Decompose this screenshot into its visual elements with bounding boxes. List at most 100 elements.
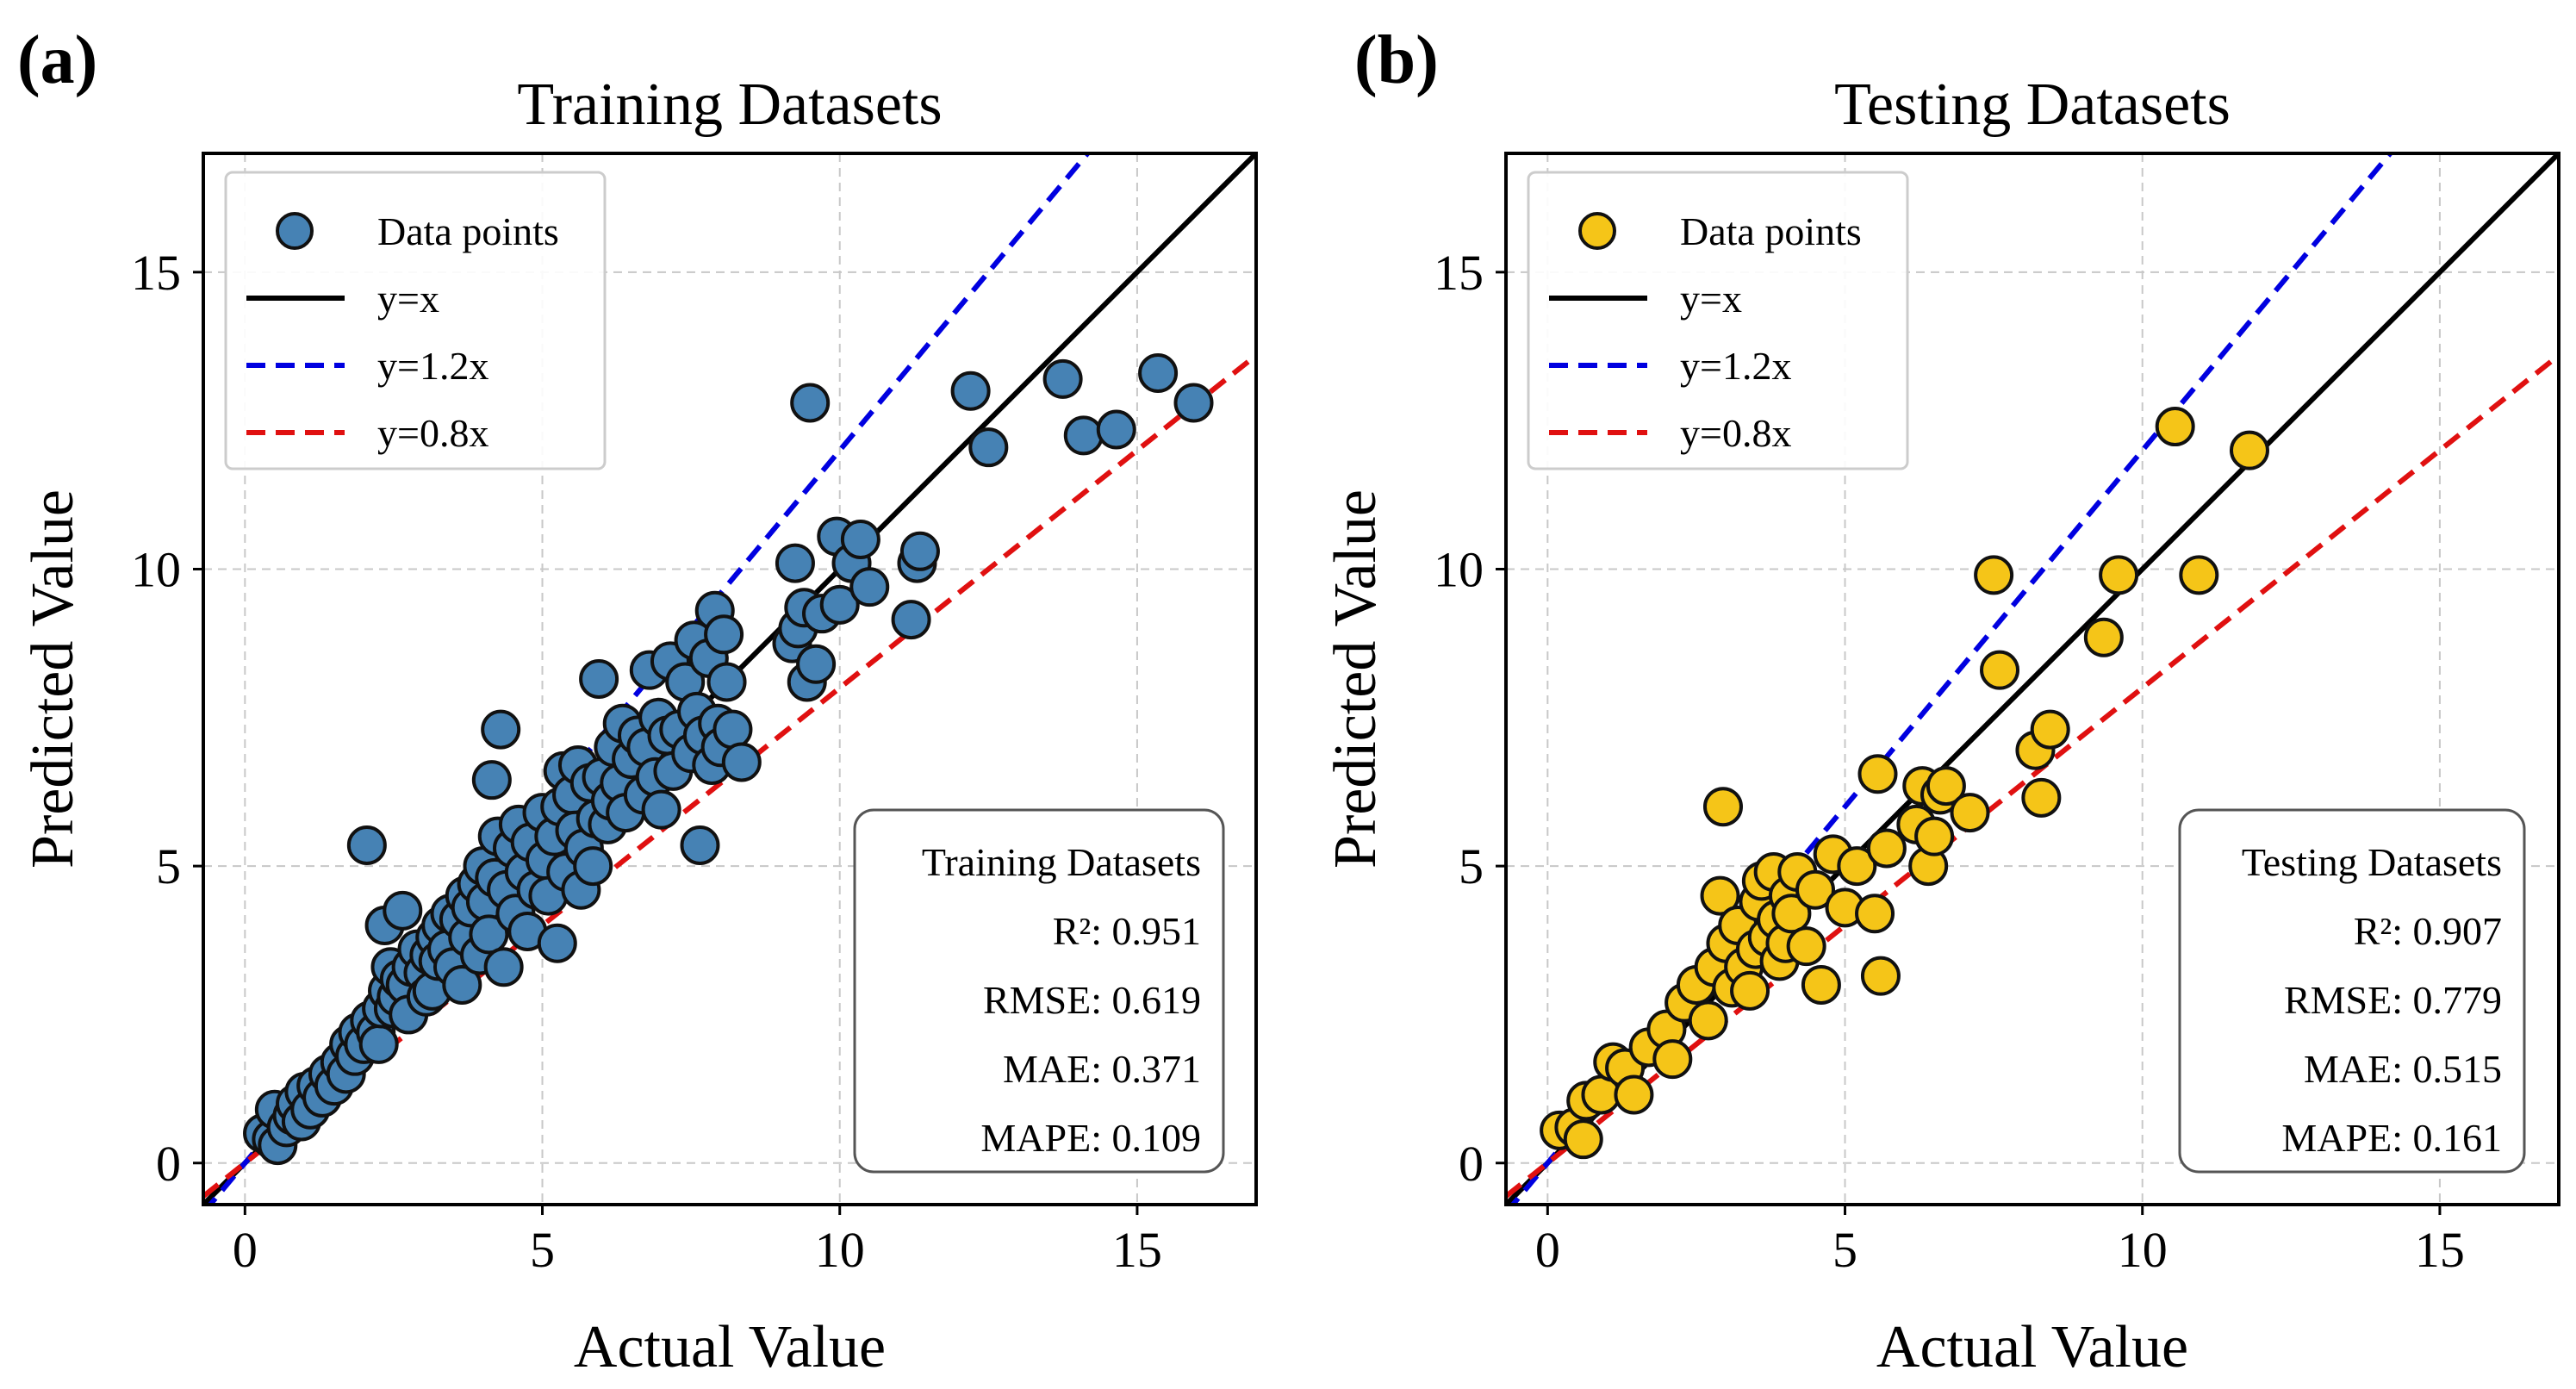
data-point <box>1730 970 1770 1011</box>
legend-marker-icon <box>276 212 314 250</box>
data-point <box>641 789 681 830</box>
plot-frame <box>1504 152 2560 1206</box>
data-point <box>1173 383 1214 423</box>
data-point <box>849 567 890 607</box>
data-point <box>1702 787 1743 827</box>
data-point <box>1837 846 1877 887</box>
data-point <box>891 600 931 640</box>
stats-line: R²: 0.907 <box>2354 909 2502 953</box>
y-axis-label: Predicted Value <box>20 489 86 869</box>
stats-title: Testing Datasets <box>2242 840 2502 884</box>
data-point <box>1866 828 1907 869</box>
data-point <box>704 614 744 655</box>
stats-line: R²: 0.951 <box>1053 909 1201 953</box>
data-point <box>796 644 837 684</box>
data-points <box>1540 407 2269 1160</box>
legend: Data points y=x y=1.2x y=0.8x <box>224 171 607 470</box>
legend-box <box>224 171 607 470</box>
x-tick-label: 0 <box>233 1222 258 1278</box>
data-point <box>1614 1074 1654 1115</box>
data-point <box>680 825 720 865</box>
stats-frame <box>853 808 1225 1174</box>
stats-title: Training Datasets <box>922 840 1201 884</box>
x-axis-label: Actual Value <box>574 1314 886 1380</box>
x-tick-label: 15 <box>1112 1222 1162 1278</box>
panel-training: 0 5 10 15 0 5 10 15 Training Datasets Actual Valu… <box>17 22 1258 1380</box>
data-point <box>2099 555 2139 595</box>
data-point <box>471 760 512 800</box>
legend-label: y=0.8x <box>1680 411 1791 455</box>
y-tick-label: 5 <box>156 838 181 894</box>
legend-label: Data points <box>1680 209 1862 253</box>
data-point <box>2229 430 2269 470</box>
stats-frame <box>2178 808 2526 1174</box>
legend-box <box>1527 171 1909 470</box>
data-point <box>2030 709 2070 750</box>
x-tick-label: 10 <box>815 1222 865 1278</box>
data-point <box>469 914 509 955</box>
y-tick-label: 0 <box>1459 1136 1484 1192</box>
stats-line: MAPE: 0.109 <box>980 1116 1201 1160</box>
data-point <box>1914 816 1955 856</box>
data-point <box>819 584 860 625</box>
stats-line: MAE: 0.515 <box>2304 1047 2502 1091</box>
data-point <box>2155 407 2195 447</box>
legend: Data points y=x y=1.2x y=0.8x <box>1527 171 1909 470</box>
legend-label: y=1.2x <box>1680 344 1791 388</box>
data-point <box>899 531 940 571</box>
legend-label: y=x <box>1680 277 1742 321</box>
stats-line: MAPE: 0.161 <box>2281 1116 2502 1160</box>
y-tick-label: 10 <box>131 541 181 597</box>
legend-label: y=1.2x <box>377 344 488 388</box>
data-point <box>358 1024 399 1064</box>
data-point <box>712 709 753 750</box>
y-axis-label: Predicted Value <box>1322 489 1389 869</box>
y-tick-label: 0 <box>156 1136 181 1192</box>
stats-line: RMSE: 0.619 <box>983 978 1201 1022</box>
data-point <box>706 662 747 702</box>
data-point <box>790 383 831 423</box>
data-point <box>721 742 762 782</box>
data-point <box>775 543 815 583</box>
data-point <box>968 427 1009 468</box>
data-point <box>537 923 577 963</box>
data-point <box>1974 555 2014 595</box>
y-tick-label: 5 <box>1459 838 1484 894</box>
data-point <box>1786 926 1826 967</box>
line-y-eq-0-8x <box>1506 353 2559 1199</box>
data-point <box>2179 555 2219 595</box>
data-point <box>2083 617 2124 657</box>
panel-testing: 0 5 10 15 0 5 10 15 Testing Datasets Actual Value… <box>1322 22 2560 1380</box>
data-point <box>2021 777 2062 818</box>
data-point <box>1688 1000 1728 1041</box>
data-point <box>481 709 521 750</box>
data-point <box>1700 875 1740 916</box>
data-point <box>1042 358 1083 399</box>
data-point <box>1138 353 1179 394</box>
x-tick-label: 0 <box>1535 1222 1560 1278</box>
data-point <box>383 890 423 931</box>
data-point <box>1795 869 1836 910</box>
data-point <box>1063 415 1104 456</box>
panel-label: (a) <box>17 22 97 98</box>
x-tick-label: 15 <box>2415 1222 2465 1278</box>
x-tick-label: 5 <box>1832 1222 1857 1278</box>
data-point <box>579 659 619 699</box>
legend-label: y=x <box>377 277 439 321</box>
stats-box: Training Datasets R²: 0.951 RMSE: 0.619 MAE… <box>853 808 1225 1174</box>
data-point <box>483 947 524 987</box>
data-point <box>573 846 613 887</box>
data-point <box>346 825 387 865</box>
data-points <box>243 353 1214 1166</box>
data-point <box>1096 409 1136 450</box>
x-tick-label: 10 <box>2118 1222 2168 1278</box>
data-point <box>1857 754 1898 794</box>
y-tick-label: 15 <box>1434 245 1484 301</box>
x-axis-label: Actual Value <box>1876 1314 2188 1380</box>
legend-label: y=0.8x <box>377 411 488 455</box>
legend-label: Data points <box>377 209 559 253</box>
line-y-eq-0-8x <box>203 353 1256 1199</box>
x-tick-label: 5 <box>530 1222 555 1278</box>
data-point <box>1855 894 1895 934</box>
